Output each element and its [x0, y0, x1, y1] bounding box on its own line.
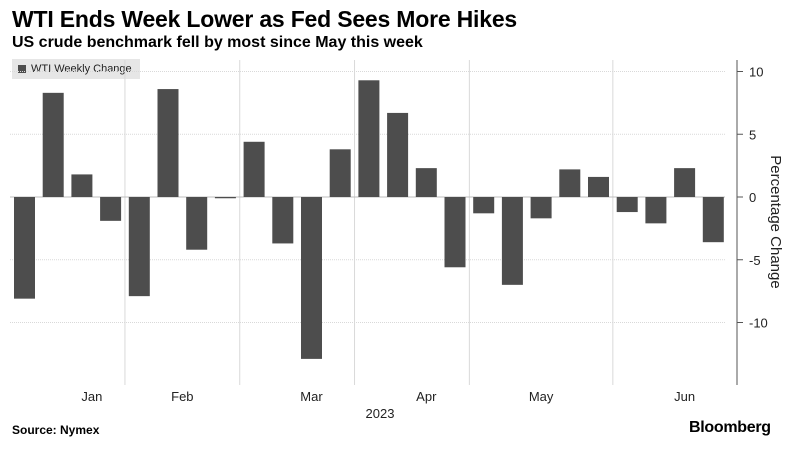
bar	[588, 176, 609, 197]
bar	[616, 197, 638, 213]
bar	[272, 197, 294, 244]
bar	[674, 168, 696, 197]
y-tick-label: 0	[749, 190, 756, 205]
bar	[387, 112, 409, 197]
legend-swatch	[18, 65, 26, 73]
bloomberg-logo: Bloomberg	[689, 419, 771, 436]
x-tick-label: Mar	[300, 389, 323, 404]
x-tick-label: Feb	[171, 389, 193, 404]
x-axis: Jan Feb Mar Apr May Jun 2023	[81, 389, 695, 421]
x-tick-label: Jan	[81, 389, 102, 404]
bar	[645, 197, 667, 224]
bar	[128, 197, 150, 297]
bar	[243, 141, 265, 197]
bar	[329, 149, 351, 197]
y-axis: 10 5 0 -5 -10 Percentage Change	[736, 60, 784, 385]
y-tick-label: -10	[749, 316, 768, 331]
bar	[358, 80, 380, 197]
chart-subtitle: US crude benchmark fell by most since Ma…	[12, 34, 423, 51]
bar	[301, 197, 322, 359]
bar	[530, 197, 552, 219]
bars	[14, 80, 724, 359]
bar	[42, 92, 64, 197]
bar	[702, 197, 724, 243]
bar	[186, 197, 208, 250]
chart-title: WTI Ends Week Lower as Fed Sees More Hik…	[12, 6, 518, 32]
bar	[100, 197, 122, 221]
y-axis-title: Percentage Change	[767, 155, 784, 288]
source-note: Source: Nymex	[12, 423, 100, 437]
x-axis-year-label: 2023	[366, 406, 395, 421]
x-tick-label: Apr	[416, 389, 437, 404]
bar	[14, 197, 35, 299]
y-tick-label: 5	[749, 127, 756, 142]
bar	[501, 197, 523, 285]
bar	[415, 168, 437, 197]
x-tick-label: Jun	[674, 389, 695, 404]
vertical-gridlines	[124, 60, 614, 385]
bar	[473, 197, 495, 214]
y-tick-label: -5	[749, 253, 761, 268]
bar	[214, 197, 236, 199]
x-tick-label: May	[529, 389, 554, 404]
bar	[157, 89, 179, 197]
bar	[559, 169, 581, 197]
y-tick-label: 10	[749, 65, 763, 80]
bar	[444, 197, 466, 268]
bar	[71, 174, 93, 197]
